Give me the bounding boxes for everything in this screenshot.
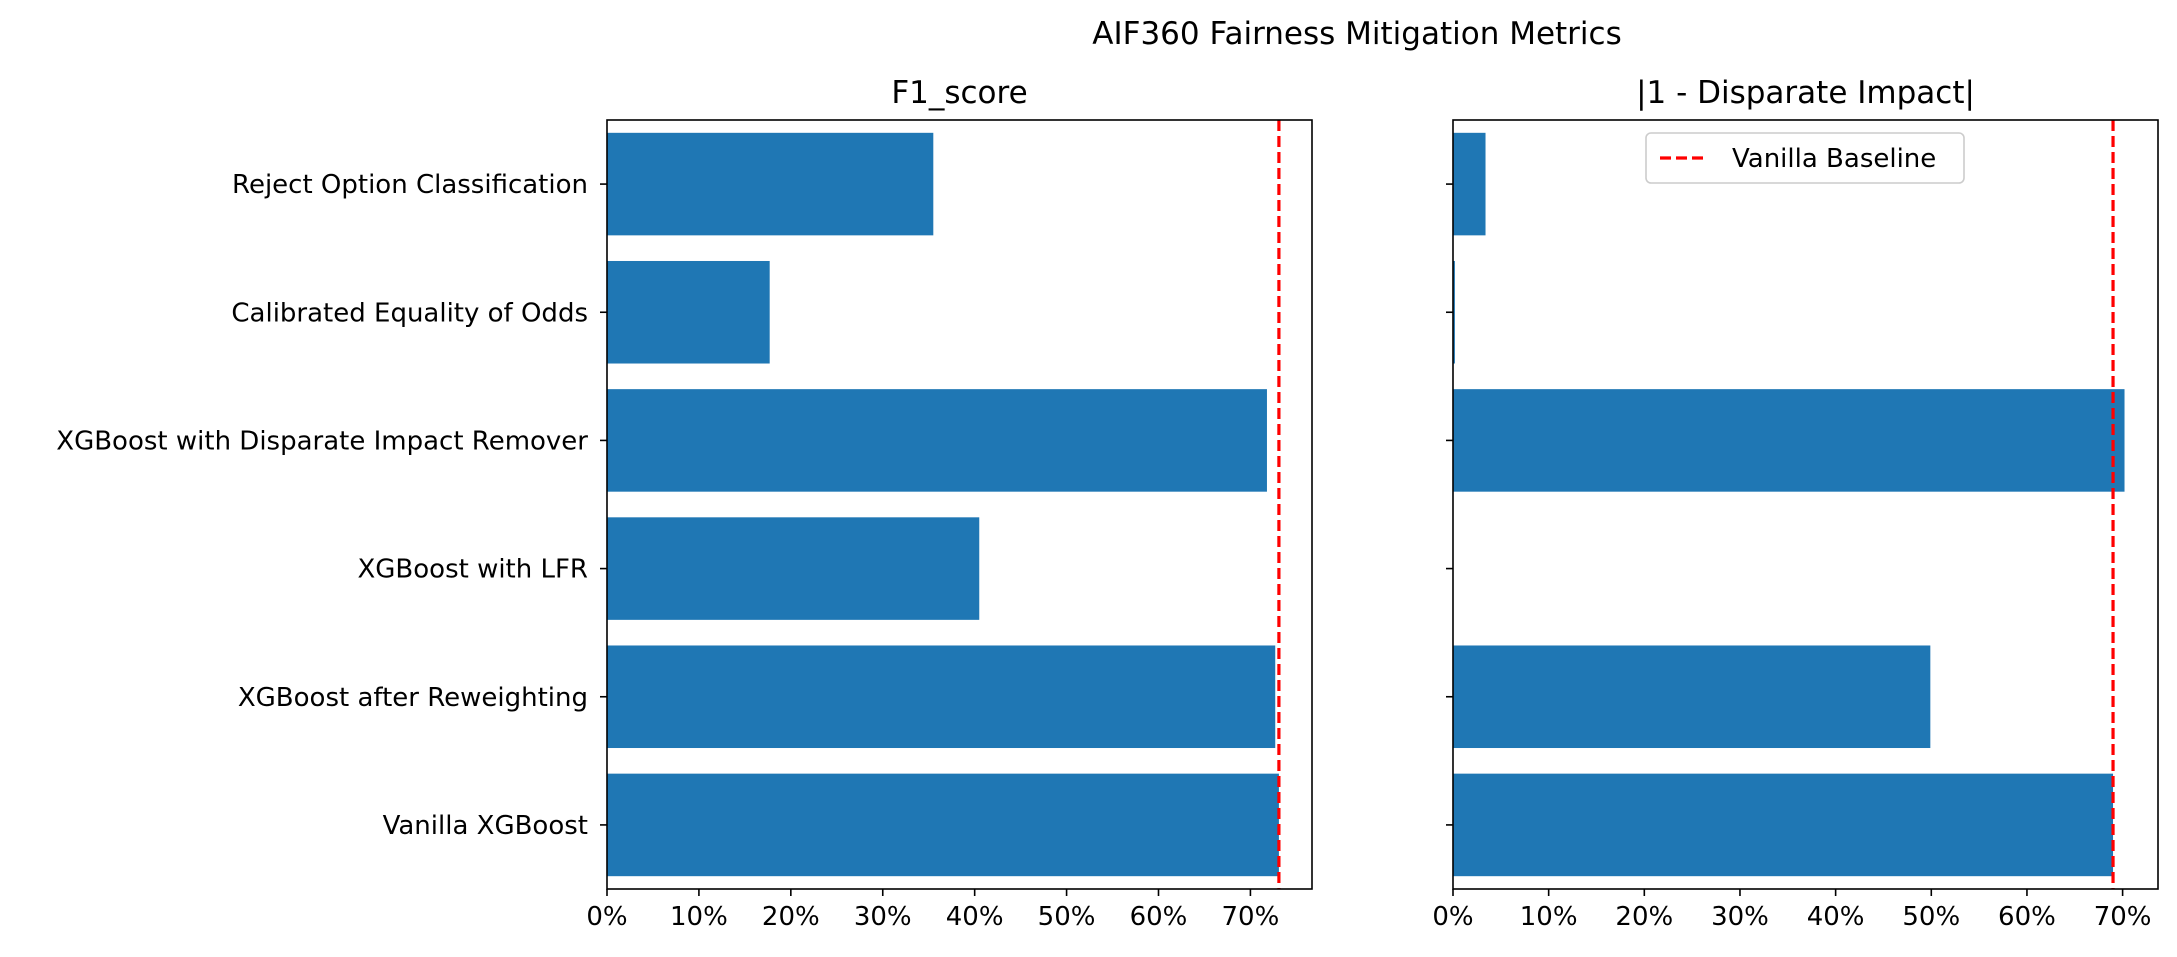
x-tick-label: 10% [670, 902, 728, 932]
subplot-1: F1_score 0% 10% 20% 30% 40% 50% 60% 70% Reject Op… [56, 75, 1313, 932]
figure-suptitle: AIF360 Fairness Mitigation Metrics [1092, 16, 1621, 52]
legend-label: Vanilla Baseline [1732, 144, 1936, 174]
x-tick-label: 30% [854, 902, 912, 932]
x-tick-label: 10% [1520, 902, 1578, 932]
x-tick-label: 50% [1902, 902, 1960, 932]
y-tick-label: XGBoost with LFR [357, 555, 588, 585]
bar-2 [1453, 260, 1455, 364]
legend-box [1645, 132, 1965, 184]
x-tick-label: 20% [762, 902, 820, 932]
subplot-title: F1_score [891, 75, 1027, 111]
legend: Vanilla Baseline [1645, 132, 1965, 184]
x-tick-label: 0% [586, 902, 627, 932]
bar-1 [607, 132, 934, 236]
bar-4 [607, 517, 980, 620]
bar-6 [607, 773, 1279, 877]
bar-3 [1453, 389, 2125, 492]
subplot-title: |1 - Disparate Impact| [1636, 75, 1975, 111]
axes-frame [606, 119, 1313, 890]
chart-panels: F1_score 0% 10% 20% 30% 40% 50% 60% 70% Reject Op… [56, 75, 2159, 932]
x-tick-label: 40% [946, 902, 1004, 932]
bar-1 [1453, 132, 1486, 236]
y-tick-label: Calibrated Equality of Odds [231, 298, 588, 328]
bar-5 [1453, 645, 1931, 749]
bar-5 [607, 645, 1276, 749]
y-tick-label: Reject Option Classification [232, 170, 588, 200]
y-tick-label: XGBoost with Disparate Impact Remover [56, 426, 588, 456]
axes-frame [1452, 119, 2159, 890]
bar-3 [607, 389, 1267, 492]
bar-6 [1453, 773, 2114, 877]
x-tick-label: 0% [1432, 902, 1473, 932]
y-tick-label: Vanilla XGBoost [383, 811, 588, 841]
x-tick-label: 60% [1130, 902, 1188, 932]
x-tick-label: 70% [2094, 902, 2152, 932]
subplot-2: |1 - Disparate Impact| 0% 10% 20% 30% 40% 50% 6… [1432, 75, 2159, 932]
x-tick-label: 20% [1615, 902, 1673, 932]
x-tick-label: 40% [1807, 902, 1865, 932]
y-tick-label: XGBoost after Reweighting [238, 683, 588, 713]
x-tick-label: 50% [1038, 902, 1096, 932]
x-tick-label: 60% [1998, 902, 2056, 932]
bar-2 [607, 260, 770, 364]
x-tick-label: 70% [1222, 902, 1280, 932]
x-tick-label: 30% [1711, 902, 1769, 932]
